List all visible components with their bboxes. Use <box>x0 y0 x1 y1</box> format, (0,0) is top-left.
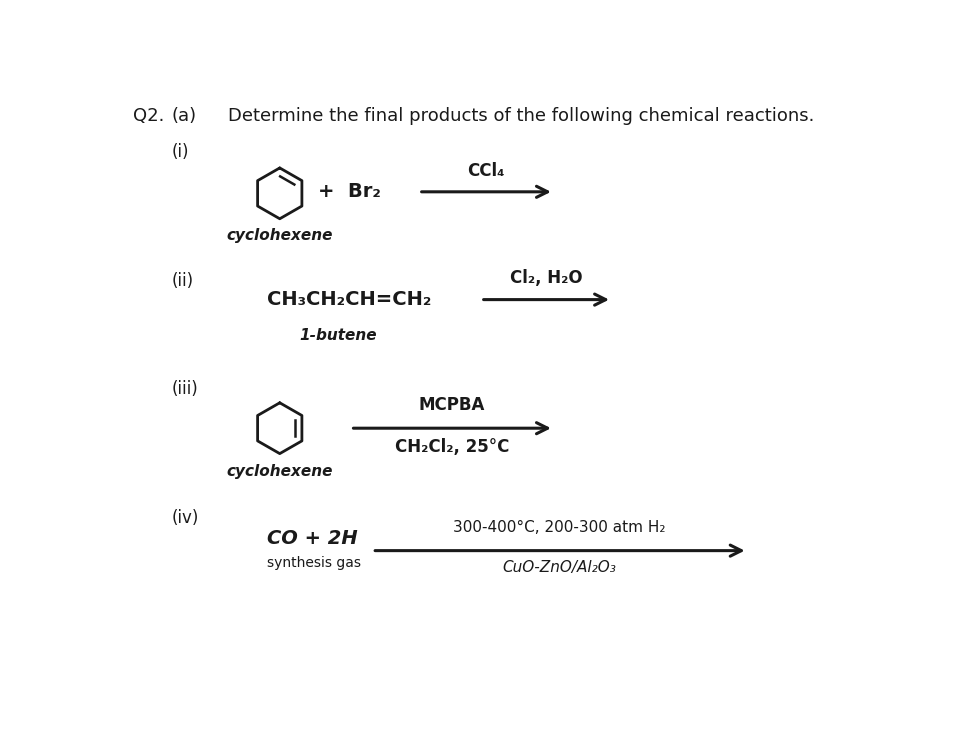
Text: +  Br₂: + Br₂ <box>318 183 381 201</box>
Text: CH₃CH₂CH=CH₂: CH₃CH₂CH=CH₂ <box>267 290 431 309</box>
Text: (ii): (ii) <box>171 272 193 290</box>
Text: cyclohexene: cyclohexene <box>226 228 333 243</box>
Text: MCPBA: MCPBA <box>419 396 485 413</box>
Text: Q2.: Q2. <box>132 107 163 125</box>
Text: (i): (i) <box>171 143 189 162</box>
Text: (iv): (iv) <box>171 509 198 527</box>
Text: (iii): (iii) <box>171 380 198 398</box>
Text: 1-butene: 1-butene <box>299 328 377 343</box>
Text: CCl₄: CCl₄ <box>467 162 505 180</box>
Text: Cl₂, H₂O: Cl₂, H₂O <box>510 269 583 288</box>
Text: CO + 2H: CO + 2H <box>267 529 358 548</box>
Text: CuO-ZnO/Al₂O₃: CuO-ZnO/Al₂O₃ <box>503 560 617 575</box>
Text: Determine the final products of the following chemical reactions.: Determine the final products of the foll… <box>228 107 814 125</box>
Text: cyclohexene: cyclohexene <box>226 464 333 479</box>
Text: synthesis gas: synthesis gas <box>267 556 361 570</box>
Text: 300-400°C, 200-300 atm H₂: 300-400°C, 200-300 atm H₂ <box>454 520 665 535</box>
Text: (a): (a) <box>171 107 196 125</box>
Text: CH₂Cl₂, 25°C: CH₂Cl₂, 25°C <box>395 438 509 456</box>
